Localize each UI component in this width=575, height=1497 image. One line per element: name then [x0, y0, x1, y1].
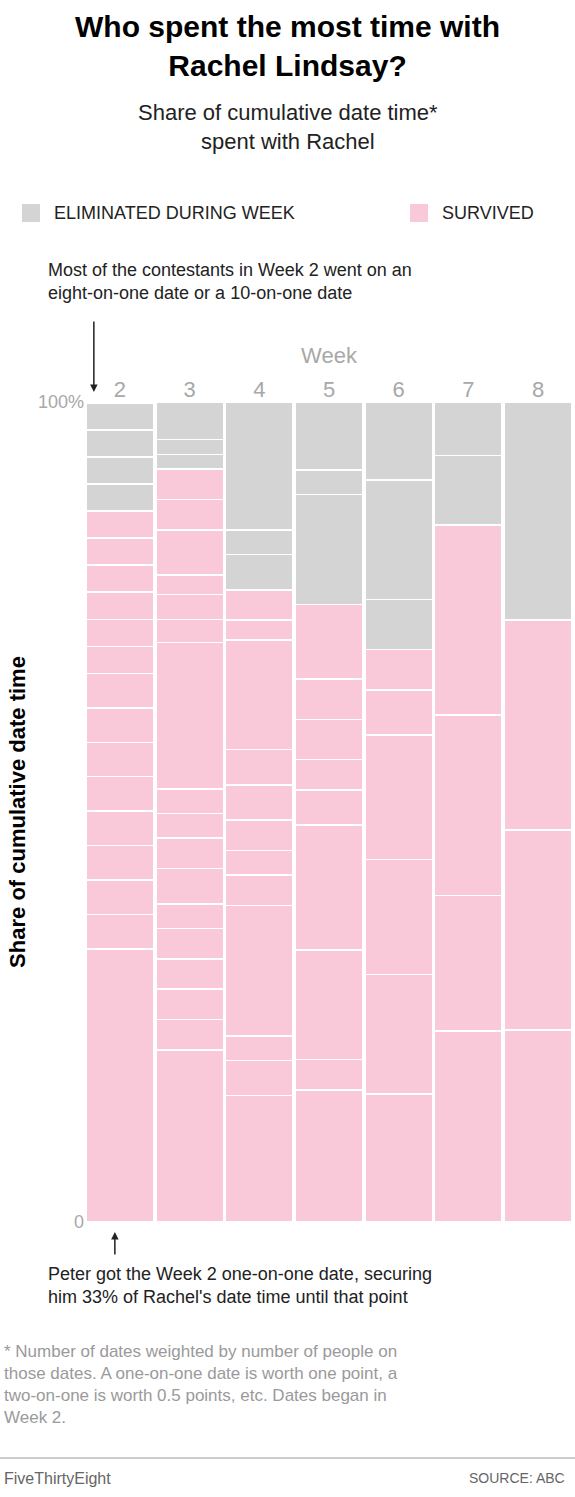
svg-text:Who spent the most time withRa: Who spent the most time withRachel Linds…: [75, 10, 500, 82]
svg-text:7: 7: [462, 377, 474, 402]
svg-text:0: 0: [74, 1212, 84, 1232]
svg-text:Most of the contestants in Wee: Most of the contestants in Week 2 went o…: [48, 260, 412, 303]
svg-text:6: 6: [393, 377, 405, 402]
svg-text:SURVIVED: SURVIVED: [442, 203, 534, 223]
svg-text:8: 8: [532, 377, 544, 402]
svg-text:2: 2: [114, 377, 126, 402]
svg-text:Share of cumulative date time: Share of cumulative date time: [5, 656, 30, 968]
svg-text:Week: Week: [301, 343, 358, 368]
svg-text:FiveThirtyEight: FiveThirtyEight: [4, 1470, 111, 1487]
svg-text:* Number of dates weighted by: * Number of dates weighted by number of …: [4, 1342, 398, 1427]
svg-text:SOURCE: ABC: SOURCE: ABC: [469, 1470, 565, 1486]
svg-text:4: 4: [253, 377, 265, 402]
svg-text:Share of cumulative date time*: Share of cumulative date time*spent with…: [138, 100, 438, 154]
svg-text:5: 5: [323, 377, 335, 402]
svg-text:100%: 100%: [38, 392, 84, 412]
svg-text:Peter got the Week 2 one-on-on: Peter got the Week 2 one-on-one date, se…: [48, 1264, 432, 1307]
svg-text:3: 3: [183, 377, 195, 402]
svg-text:ELIMINATED DURING WEEK: ELIMINATED DURING WEEK: [54, 203, 295, 223]
